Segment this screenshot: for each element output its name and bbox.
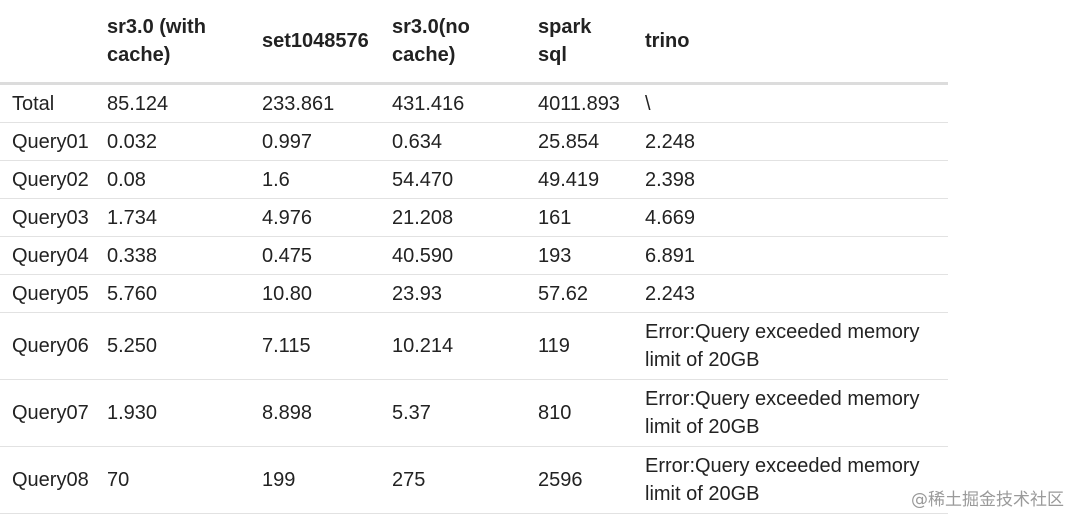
cell: Error:Query exceeded memory limit of 20G… — [633, 379, 948, 447]
cell: 57.62 — [526, 274, 633, 313]
cell: 1.930 — [95, 379, 250, 447]
row-label: Query01 — [0, 122, 95, 161]
table-header: sr3.0 (with cache) set1048576 sr3.0(no cac… — [0, 0, 948, 85]
cell: 810 — [526, 379, 633, 447]
cell: 54.470 — [380, 160, 526, 199]
cell: 0.634 — [380, 122, 526, 161]
cell: 40.590 — [380, 236, 526, 275]
cell: 193 — [526, 236, 633, 275]
row-label: Query04 — [0, 236, 95, 275]
column-header: sr3.0(no cache) — [380, 0, 526, 85]
cell: 0.997 — [250, 122, 380, 161]
cell: 21.208 — [380, 198, 526, 237]
cell: 0.08 — [95, 160, 250, 199]
column-header: spark sql — [526, 0, 633, 85]
cell: 161 — [526, 198, 633, 237]
cell: 431.416 — [380, 83, 526, 123]
cell: 10.214 — [380, 312, 526, 380]
row-label: Total — [0, 83, 95, 123]
cell: 4011.893 — [526, 83, 633, 123]
cell: 10.80 — [250, 274, 380, 313]
cell: 6.891 — [633, 236, 948, 275]
column-header: set1048576 — [250, 0, 380, 85]
cell: 0.338 — [95, 236, 250, 275]
table-row: Query08 70 199 275 2596 Error:Query exceeded … — [0, 446, 948, 514]
cell: 5.37 — [380, 379, 526, 447]
cell: 233.861 — [250, 83, 380, 123]
cell: \ — [633, 83, 948, 123]
cell: 23.93 — [380, 274, 526, 313]
cell: 25.854 — [526, 122, 633, 161]
column-header — [0, 0, 95, 85]
header-row: sr3.0 (with cache) set1048576 sr3.0(no cac… — [0, 0, 948, 85]
cell: 49.419 — [526, 160, 633, 199]
table-row: Query03 1.734 4.976 21.208 161 4.669 — [0, 198, 948, 237]
cell: 5.760 — [95, 274, 250, 313]
row-label: Query02 — [0, 160, 95, 199]
header-text: trino — [645, 30, 690, 52]
watermark: @稀土掘金技术社区 — [911, 490, 1064, 510]
cell: 2.243 — [633, 274, 948, 313]
table-row: Query01 0.032 0.997 0.634 25.854 2.248 — [0, 122, 948, 161]
column-header: trino — [633, 0, 948, 85]
cell: 1.734 — [95, 198, 250, 237]
row-label: Query03 — [0, 198, 95, 237]
cell: Error:Query exceeded memory limit of 20G… — [633, 446, 948, 514]
cell: 119 — [526, 312, 633, 380]
header-text: sr3.0 (with cache) — [107, 16, 206, 66]
header-text: set1048576 — [262, 30, 369, 52]
cell: 2596 — [526, 446, 633, 514]
cell: 2.248 — [633, 122, 948, 161]
row-label: Query07 — [0, 379, 95, 447]
cell: 4.976 — [250, 198, 380, 237]
row-label: Query06 — [0, 312, 95, 380]
table-body: Total 85.124 233.861 431.416 4011.893 \ Query0… — [0, 83, 948, 514]
benchmark-table: sr3.0 (with cache) set1048576 sr3.0(no cac… — [0, 0, 948, 514]
row-label: Query08 — [0, 446, 95, 514]
table-row: Query04 0.338 0.475 40.590 193 6.891 — [0, 236, 948, 275]
header-text: spark sql — [538, 16, 592, 66]
cell: 85.124 — [95, 83, 250, 123]
cell: 7.115 — [250, 312, 380, 380]
cell: 275 — [380, 446, 526, 514]
cell: 0.032 — [95, 122, 250, 161]
cell: 0.475 — [250, 236, 380, 275]
cell: 4.669 — [633, 198, 948, 237]
row-label: Query05 — [0, 274, 95, 313]
table-row: Query07 1.930 8.898 5.37 810 Error:Query exce… — [0, 379, 948, 447]
cell: 199 — [250, 446, 380, 514]
cell: Error:Query exceeded memory limit of 20G… — [633, 312, 948, 380]
table-row: Total 85.124 233.861 431.416 4011.893 \ — [0, 83, 948, 123]
table-row: Query02 0.08 1.6 54.470 49.419 2.398 — [0, 160, 948, 199]
cell: 2.398 — [633, 160, 948, 199]
header-text: sr3.0(no cache) — [392, 16, 470, 66]
cell: 1.6 — [250, 160, 380, 199]
cell: 70 — [95, 446, 250, 514]
column-header: sr3.0 (with cache) — [95, 0, 250, 85]
table-row: Query06 5.250 7.115 10.214 119 Error:Query ex… — [0, 312, 948, 380]
cell: 5.250 — [95, 312, 250, 380]
cell: 8.898 — [250, 379, 380, 447]
table-row: Query05 5.760 10.80 23.93 57.62 2.243 — [0, 274, 948, 313]
